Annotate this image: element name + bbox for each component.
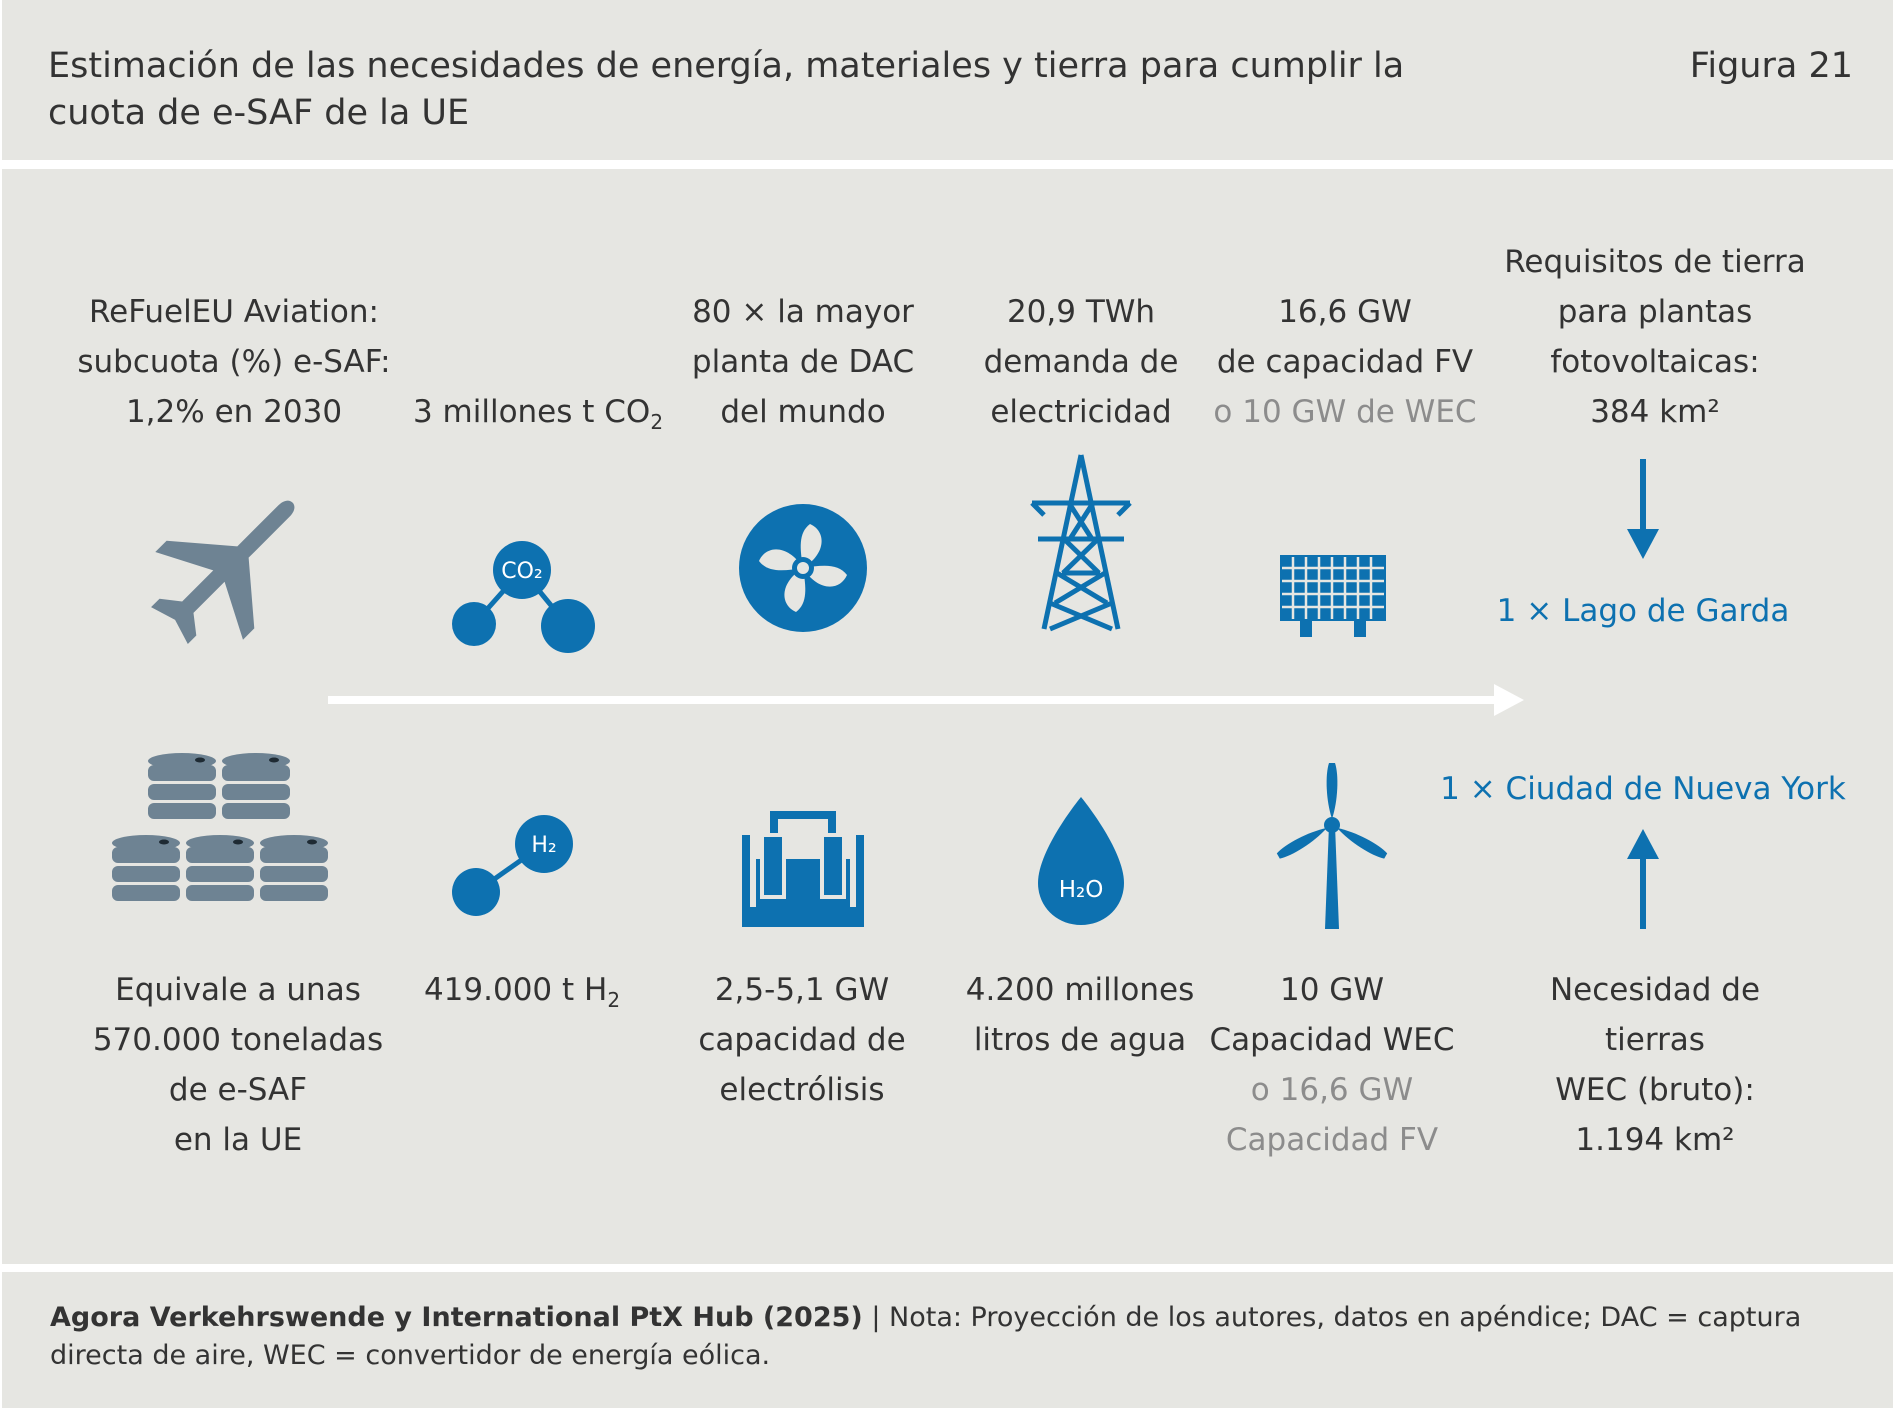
note-text: Nota: Proyección de los autores, datos e…: [50, 1302, 1802, 1371]
solar-panel-icon: [1280, 555, 1386, 637]
h2o-icon-label: H₂O: [1059, 877, 1104, 903]
lake-comparison: 1 × Lago de Garda: [1496, 593, 1790, 629]
co2-icon-label: CO₂: [501, 559, 543, 584]
refuel-text: ReFuelEU Aviation: subcuota (%) e-SAF: 1…: [77, 287, 390, 437]
arrow-up-icon: [1627, 829, 1659, 929]
pv-line: de capacidad FV: [1216, 344, 1474, 380]
land-wec-line: tierras: [1605, 1022, 1705, 1058]
water-text: 4.200 millones litros de agua: [966, 965, 1194, 1065]
co2-molecule-icon: CO₂: [452, 541, 595, 653]
electrolysis-text: 2,5-5,1 GW capacidad de electrólisis: [698, 965, 905, 1115]
twh-line: electricidad: [990, 394, 1172, 430]
dac-text: 80 × la mayor planta de DAC del mundo: [692, 287, 914, 437]
fan-icon: [739, 504, 867, 632]
esaf-text: Equivale a unas 570.000 toneladas de e-S…: [93, 965, 383, 1165]
wec-alt-line: o 16,6 GW: [1250, 1072, 1414, 1108]
esaf-line: de e-SAF: [168, 1072, 308, 1108]
co2-subscript: 2: [650, 410, 664, 435]
land-pv-line: 384 km²: [1590, 394, 1720, 430]
header: Estimación de las necesidades de energía…: [2, 0, 1893, 160]
source-separator: |: [862, 1302, 890, 1333]
arrow-down-icon: [1627, 459, 1659, 559]
h2-molecule-icon: H₂: [452, 815, 573, 916]
land-pv-text: Requisitos de tierra para plantas fotovo…: [1504, 237, 1805, 437]
wec-line: 10 GW: [1280, 972, 1384, 1008]
electro-line: capacidad de: [698, 1022, 906, 1058]
dac-line: del mundo: [720, 394, 886, 430]
source-credit: Agora Verkehrswende y International PtX …: [50, 1302, 863, 1333]
twh-line: demanda de: [983, 344, 1179, 380]
pv-line: 16,6 GW: [1278, 294, 1412, 330]
co2-amount: 3 millones t CO: [412, 394, 651, 430]
electro-line: electrólisis: [719, 1072, 885, 1108]
wec-line: Capacidad WEC: [1209, 1022, 1455, 1058]
h2-amount: 419.000 t H: [423, 972, 608, 1008]
land-pv-line: fotovoltaicas:: [1550, 344, 1760, 380]
wind-turbine-icon: [1276, 763, 1388, 929]
pylon-icon: [1030, 454, 1132, 632]
source-note: Agora Verkehrswende y International PtX …: [50, 1299, 1850, 1375]
electrolyzer-icon: [742, 811, 864, 927]
co2-text: 3 millones t CO2: [413, 387, 663, 447]
land-wec-text: Necesidad de tierras WEC (bruto): 1.194 …: [1550, 965, 1760, 1165]
wec-alt-line: Capacidad FV: [1225, 1122, 1439, 1158]
land-pv-line: Requisitos de tierra: [1504, 244, 1806, 280]
land-wec-line: 1.194 km²: [1575, 1122, 1735, 1158]
h2-subscript: 2: [607, 988, 621, 1013]
pv-capacity-text: 16,6 GW de capacidad FV o 10 GW de WEC: [1213, 287, 1476, 437]
land-pv-line: para plantas: [1557, 294, 1753, 330]
process-arrow: [328, 684, 1524, 716]
water-line: 4.200 millones: [965, 972, 1195, 1008]
figure-label: Figura 21: [1689, 46, 1853, 86]
refuel-line: ReFuelEU Aviation:: [88, 294, 379, 330]
dac-line: planta de DAC: [691, 344, 915, 380]
water-line: litros de agua: [973, 1022, 1187, 1058]
land-wec-line: Necesidad de: [1549, 972, 1761, 1008]
water-drop-icon: H₂O: [1038, 797, 1124, 925]
h2-icon-label: H₂: [531, 833, 556, 858]
esaf-line: 570.000 toneladas: [92, 1022, 384, 1058]
barrels-icon: [112, 753, 328, 901]
h2-text: 419.000 t H2: [424, 965, 620, 1025]
dac-line: 80 × la mayor: [692, 294, 914, 330]
airplane-icon: [151, 500, 295, 644]
infographic-panel: ReFuelEU Aviation: subcuota (%) e-SAF: 1…: [2, 169, 1893, 1264]
electricity-text: 20,9 TWh demanda de electricidad: [984, 287, 1179, 437]
pv-alt-line: o 10 GW de WEC: [1213, 394, 1477, 430]
footer: Agora Verkehrswende y International PtX …: [2, 1272, 1893, 1408]
refuel-line: subcuota (%) e-SAF:: [77, 344, 391, 380]
figure-title: Estimación de las necesidades de energía…: [48, 46, 1405, 133]
refuel-line: 1,2% en 2030: [125, 394, 343, 430]
esaf-line: en la UE: [173, 1122, 303, 1158]
city-comparison: 1 × Ciudad de Nueva York: [1440, 771, 1846, 807]
esaf-line: Equivale a unas: [115, 972, 361, 1008]
wec-capacity-text: 10 GW Capacidad WEC o 16,6 GW Capacidad …: [1209, 965, 1454, 1165]
land-wec-line: WEC (bruto):: [1555, 1072, 1755, 1108]
electro-line: 2,5-5,1 GW: [714, 972, 890, 1008]
twh-line: 20,9 TWh: [1006, 294, 1156, 330]
